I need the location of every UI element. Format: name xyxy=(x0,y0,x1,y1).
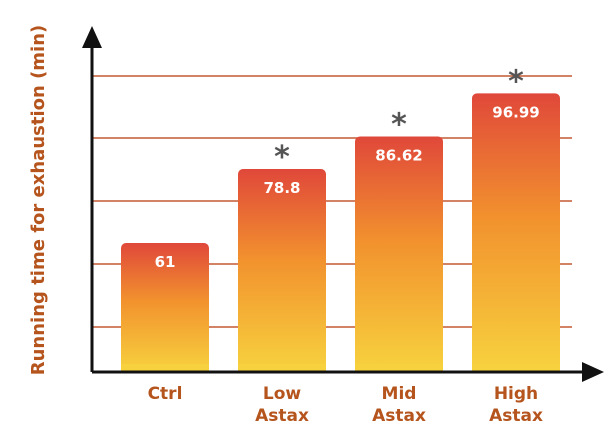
bars xyxy=(121,93,560,373)
bar xyxy=(238,168,326,372)
value-label: 78.8 xyxy=(263,179,300,197)
category-label: Mid Astax xyxy=(372,384,426,426)
category-label: Low Astax xyxy=(255,384,309,426)
bar-base xyxy=(355,364,443,372)
labels: 61 Ctrl 78.8 * Low Astax 86.62 * Mid Astax 96.99 * H… xyxy=(148,64,543,426)
bar-base xyxy=(472,364,560,372)
bar-base xyxy=(121,364,209,372)
y-axis-arrow-icon xyxy=(82,26,102,48)
value-label: 61 xyxy=(155,253,176,271)
value-label: 86.62 xyxy=(375,146,422,164)
category-label: High Astax xyxy=(489,384,543,426)
bar xyxy=(355,136,443,372)
x-axis-arrow-icon xyxy=(582,362,604,382)
bar xyxy=(121,243,209,372)
bar xyxy=(472,93,560,373)
bar-base xyxy=(238,364,326,372)
significance-star: * xyxy=(274,140,290,175)
significance-star: * xyxy=(508,64,524,99)
y-axis-label: Running time for exhaustion (min) xyxy=(28,25,49,376)
value-label: 96.99 xyxy=(492,103,539,121)
category-label: Ctrl xyxy=(148,384,183,404)
significance-star: * xyxy=(391,107,407,142)
